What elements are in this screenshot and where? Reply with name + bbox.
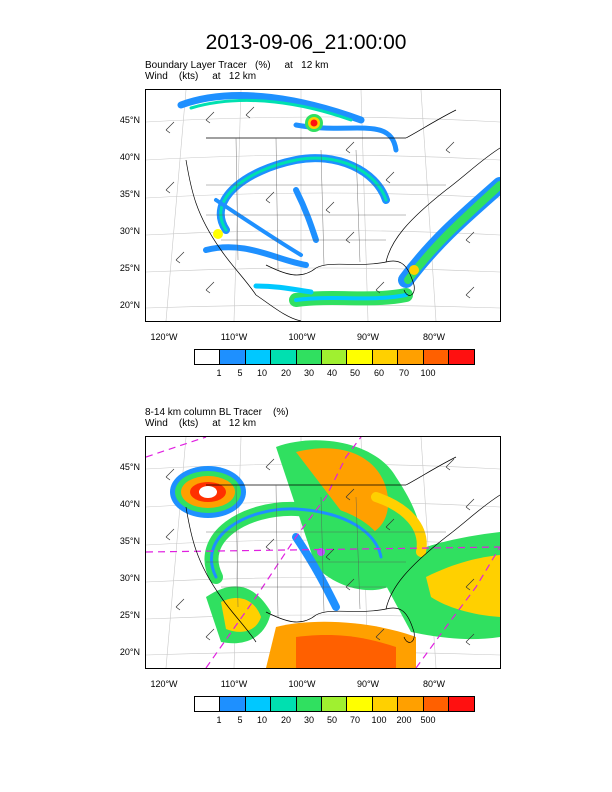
panel-1-map — [145, 89, 501, 322]
lat-label: 25°N — [119, 263, 140, 273]
colorbar-swatch — [220, 350, 246, 364]
panel-2-wind-title: Wind (kts) at 12 km — [145, 418, 257, 429]
colorbar-label: 60 — [373, 368, 384, 378]
lat-label: 40°N — [119, 152, 140, 162]
colorbar-swatch — [271, 697, 297, 711]
lat-label: 45°N — [119, 115, 140, 125]
colorbar-label: 20 — [280, 368, 291, 378]
lon-label: 100°W — [288, 679, 316, 689]
colorbar-swatch — [195, 697, 221, 711]
colorbar-swatch — [423, 350, 449, 364]
colorbar-swatch — [347, 350, 373, 364]
lon-label: 80°W — [422, 679, 446, 689]
panel-2-map — [145, 436, 501, 669]
colorbar-label: 50 — [349, 368, 360, 378]
colorbar-swatch — [347, 697, 373, 711]
panel-1-colorbar — [194, 349, 476, 365]
colorbar-swatch — [296, 697, 322, 711]
lat-label: 45°N — [119, 462, 140, 472]
colorbar-swatch — [245, 697, 272, 711]
colorbar-swatch — [296, 350, 322, 364]
colorbar-label: 70 — [349, 715, 360, 725]
lat-label: 35°N — [119, 536, 140, 546]
lat-label: 20°N — [119, 300, 140, 310]
colorbar-label: 5 — [237, 368, 243, 378]
colorbar-label: 100 — [371, 715, 387, 725]
colorbar-label: 30 — [303, 368, 314, 378]
colorbar-swatch — [220, 697, 246, 711]
colorbar-label: 50 — [326, 715, 337, 725]
colorbar-swatch — [195, 350, 221, 364]
colorbar-label: 10 — [256, 368, 267, 378]
panel-1-title: Boundary Layer Tracer (%) at 12 km — [145, 60, 329, 71]
colorbar-label: 100 — [420, 368, 436, 378]
colorbar-swatch — [398, 697, 424, 711]
colorbar-swatch — [448, 697, 475, 711]
lon-label: 110°W — [220, 679, 248, 689]
colorbar-label: 500 — [420, 715, 436, 725]
colorbar-label: 5 — [237, 715, 243, 725]
colorbar-label: 200 — [396, 715, 412, 725]
colorbar-swatch — [245, 350, 272, 364]
lat-label: 30°N — [119, 573, 140, 583]
lat-label: 25°N — [119, 610, 140, 620]
lon-label: 110°W — [220, 332, 248, 342]
lon-label: 120°W — [150, 332, 178, 342]
lat-label: 35°N — [119, 189, 140, 199]
lon-label: 90°W — [356, 679, 380, 689]
colorbar-label: 10 — [256, 715, 267, 725]
colorbar-label: 20 — [280, 715, 291, 725]
panel-1-wind-title: Wind (kts) at 12 km — [145, 71, 257, 82]
colorbar-swatch — [398, 350, 424, 364]
colorbar-label: 1 — [216, 715, 222, 725]
colorbar-swatch — [321, 350, 348, 364]
colorbar-swatch — [271, 350, 297, 364]
lat-label: 30°N — [119, 226, 140, 236]
panel-2-title: 8-14 km column BL Tracer (%) — [145, 407, 289, 418]
lon-label: 120°W — [150, 679, 178, 689]
figure-title: 2013-09-06_21:00:00 — [205, 31, 407, 54]
colorbar-swatch — [448, 350, 475, 364]
colorbar-swatch — [372, 350, 399, 364]
colorbar-swatch — [423, 697, 449, 711]
colorbar-label: 30 — [303, 715, 314, 725]
colorbar-label: 70 — [398, 368, 409, 378]
panel-2-colorbar — [194, 696, 476, 712]
lon-label: 100°W — [288, 332, 316, 342]
lon-label: 80°W — [422, 332, 446, 342]
colorbar-label: 40 — [326, 368, 337, 378]
lat-label: 20°N — [119, 647, 140, 657]
colorbar-swatch — [321, 697, 348, 711]
colorbar-label: 1 — [216, 368, 222, 378]
lon-label: 90°W — [356, 332, 380, 342]
colorbar-swatch — [372, 697, 399, 711]
lat-label: 40°N — [119, 499, 140, 509]
